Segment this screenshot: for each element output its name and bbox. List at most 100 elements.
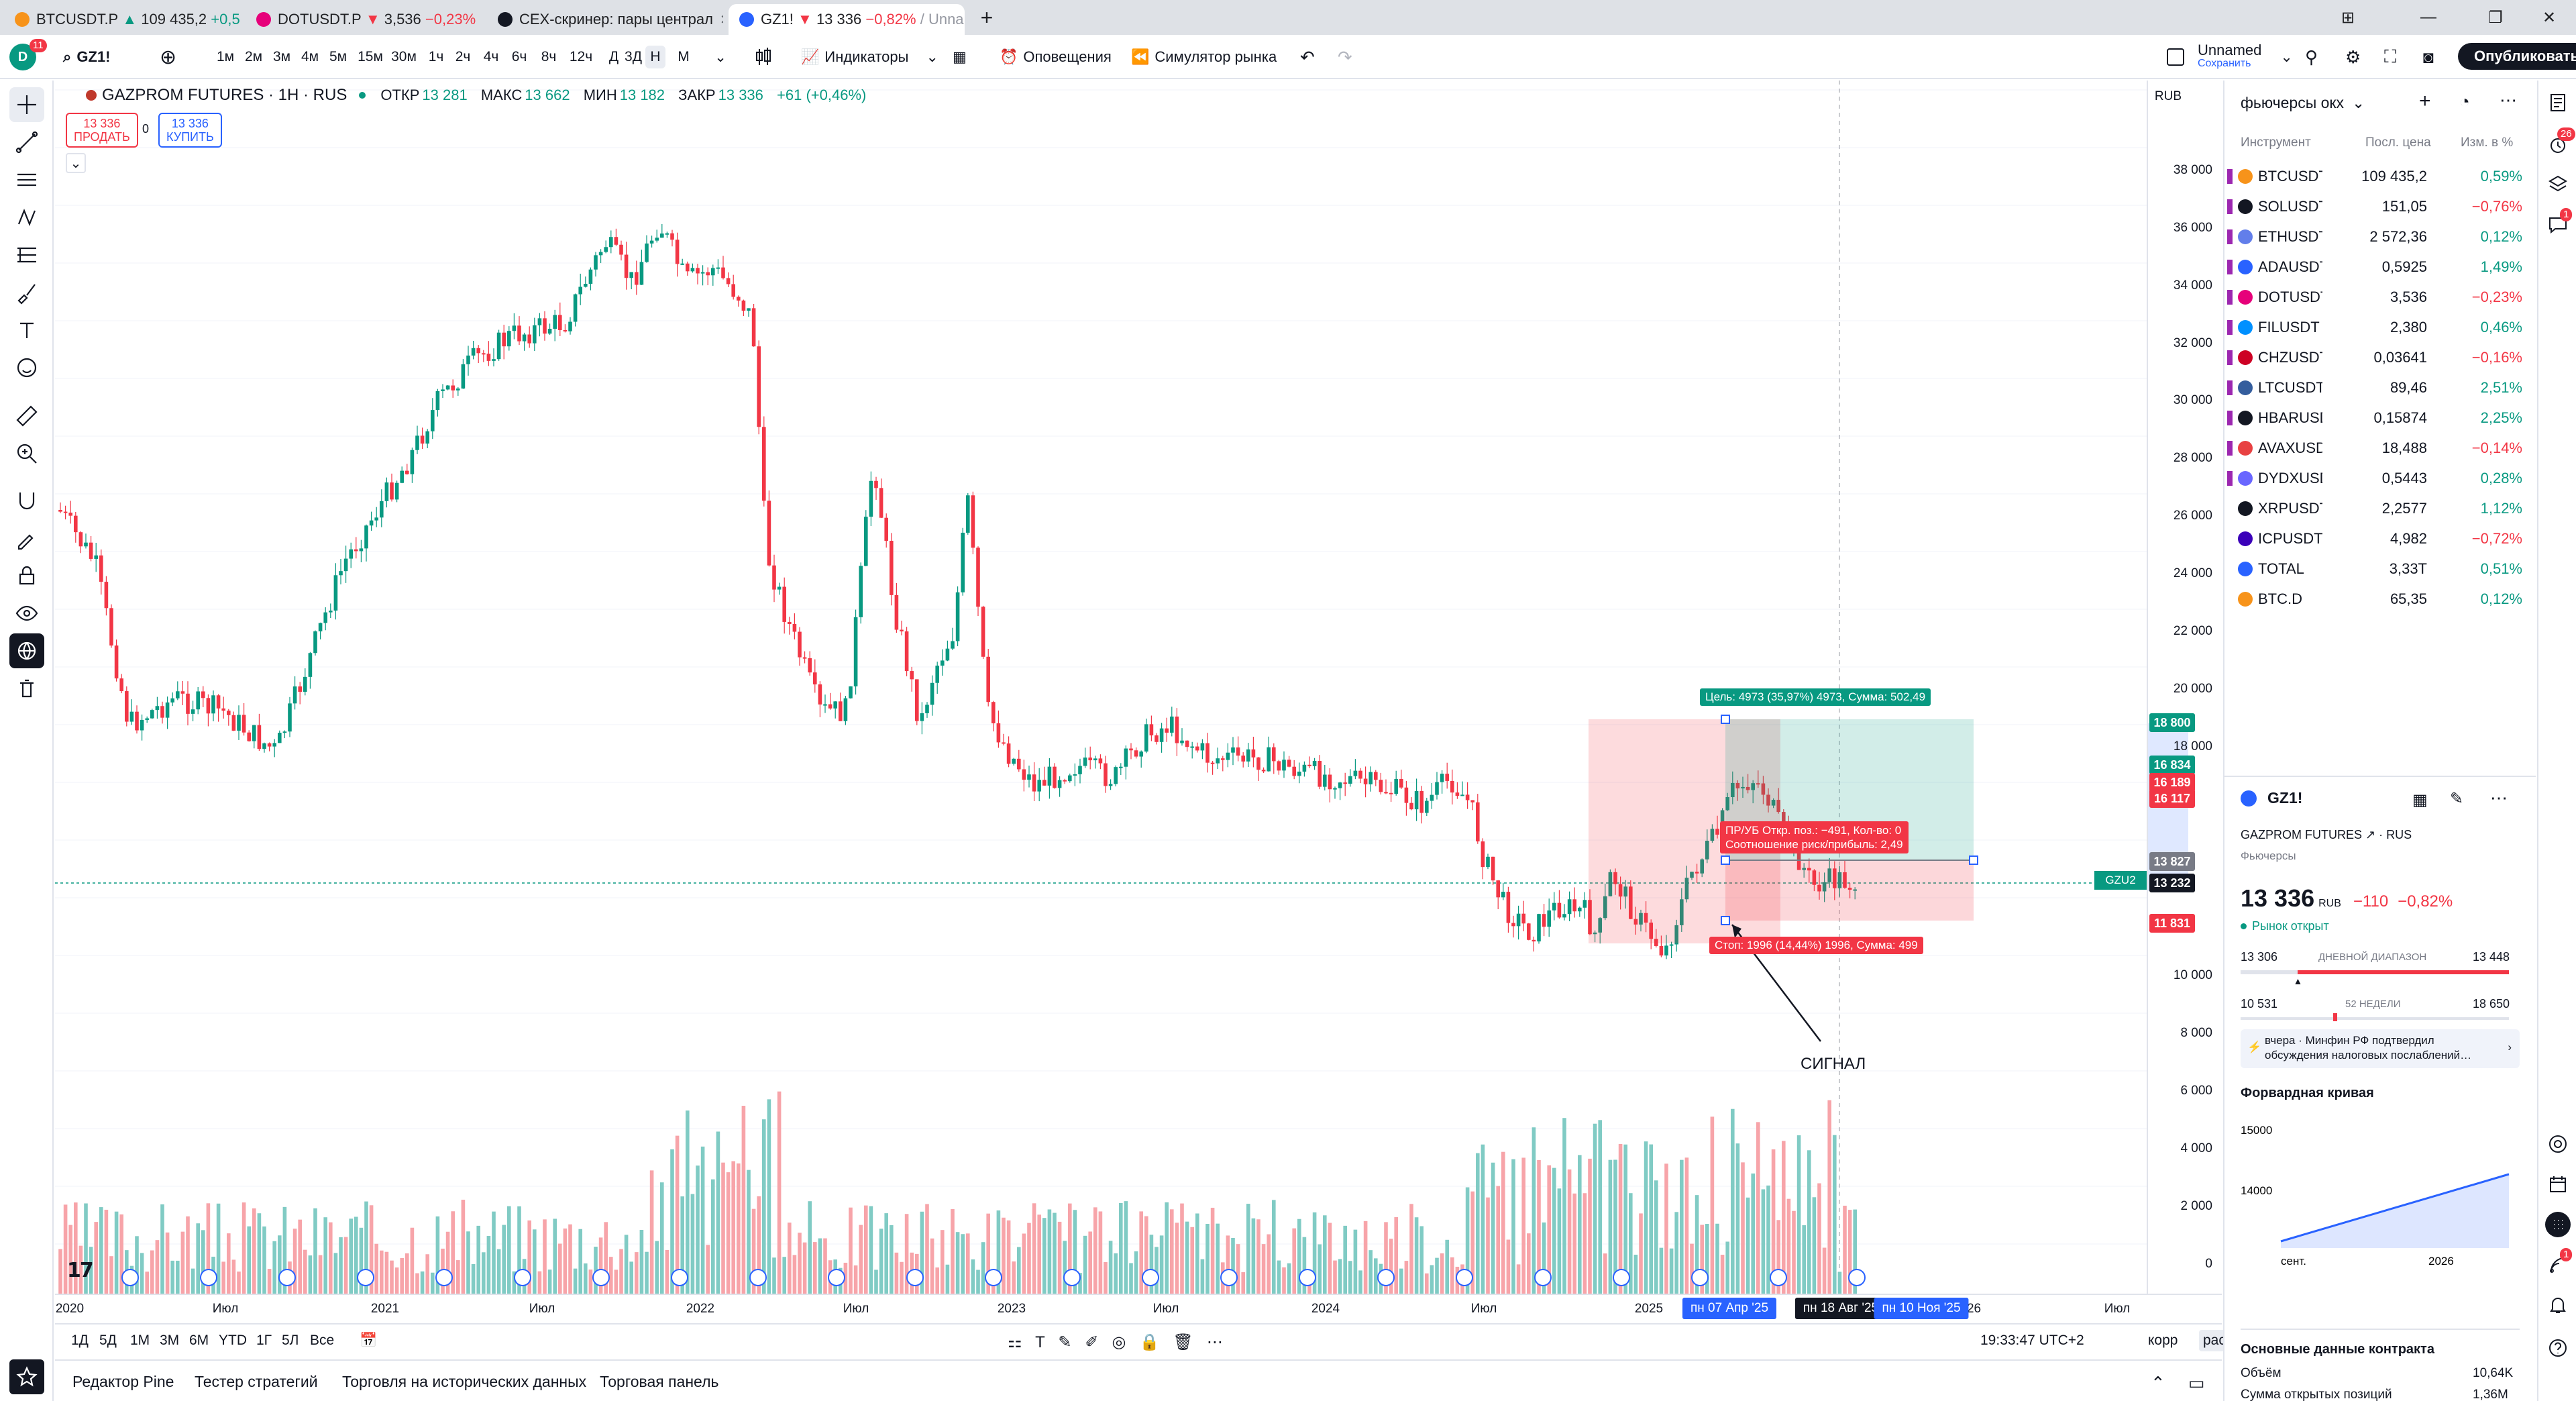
interval-16[interactable]: М xyxy=(678,49,690,64)
watchlist-selector[interactable]: фьючерсы окх ⌄ xyxy=(2241,94,2365,112)
signal-annotation[interactable]: СИГНАЛ xyxy=(1801,1055,1866,1073)
time-axis[interactable]: 2020Июл2021Июл2022Июл2023Июл2024Июл20252… xyxy=(55,1294,2222,1322)
watchlist-row[interactable]: TOTAL 3,33T 0,51% xyxy=(2224,554,2536,584)
interval-14[interactable]: 3Д xyxy=(625,49,642,64)
more-icon[interactable]: ⋯ xyxy=(2500,90,2517,110)
col-change[interactable]: Изм. в % xyxy=(2461,136,2514,150)
lock-icon[interactable] xyxy=(9,558,44,593)
undo-icon[interactable]: ↶ xyxy=(1300,46,1315,67)
close-tab-icon[interactable]: ✕ xyxy=(476,11,482,28)
drag-handle[interactable] xyxy=(1721,916,1730,925)
watchlist-row[interactable]: HBARUSDT 0,15874 2,25% xyxy=(2224,403,2536,433)
interval-7[interactable]: 1ч xyxy=(428,49,444,64)
publish-button[interactable]: Опубликовать xyxy=(2458,43,2576,70)
dividend-marker-icon[interactable] xyxy=(1299,1269,1316,1286)
horizontal-lines-icon[interactable] xyxy=(9,162,44,197)
magnet-icon[interactable] xyxy=(9,483,44,518)
target-icon[interactable] xyxy=(2545,1131,2571,1157)
dividend-marker-icon[interactable] xyxy=(1456,1269,1473,1286)
price-scale[interactable]: RUB 38 000 36 000 34 000 32 000 30 000 28 000… xyxy=(2147,81,2222,1295)
utc-clock[interactable]: 19:33:47 UTC+2 xyxy=(1980,1333,2084,1348)
trash-icon[interactable] xyxy=(9,671,44,706)
quick-search-icon[interactable]: ⚲ xyxy=(2305,46,2318,67)
drag-handle[interactable] xyxy=(1721,855,1730,865)
close-window-icon[interactable]: ✕ xyxy=(2542,8,2557,27)
dividend-marker-icon[interactable] xyxy=(1534,1269,1552,1286)
range-button-7[interactable]: 5Л xyxy=(282,1333,299,1348)
interval-3[interactable]: 4м xyxy=(301,49,319,64)
dividend-marker-icon[interactable] xyxy=(749,1269,767,1286)
ruler-icon[interactable] xyxy=(9,399,44,433)
calendar-range-icon[interactable]: 📅 xyxy=(360,1333,378,1348)
dividend-marker-icon[interactable] xyxy=(828,1269,845,1286)
interval-2[interactable]: 3м xyxy=(272,49,291,64)
col-last[interactable]: Посл. цена xyxy=(2365,136,2431,150)
sell-button[interactable]: 13 336 ПРОДАТЬ xyxy=(66,113,138,148)
dividend-marker-icon[interactable] xyxy=(671,1269,688,1286)
browser-tab-btcusdt[interactable]: BTCUSDT.P ▲ 109 435,2 +0,5% ✕ xyxy=(4,4,240,35)
legend-collapse-button[interactable]: ⌄ xyxy=(66,153,86,173)
range-button-1[interactable]: 5Д xyxy=(99,1333,117,1348)
collapse-panel-icon[interactable]: ⌃ xyxy=(2151,1373,2165,1393)
browser-tab-dotusdt[interactable]: DOTUSDT.P ▼ 3,536 −0,23% ✕ xyxy=(246,4,482,35)
chat-icon[interactable]: 1 xyxy=(2545,208,2573,238)
brush-icon[interactable] xyxy=(9,275,44,310)
emoji-icon[interactable] xyxy=(9,350,44,385)
signal-icon[interactable]: 1 xyxy=(2545,1248,2573,1278)
camera-icon[interactable]: ◙ xyxy=(2423,46,2434,67)
bottom-tab-3[interactable]: Торговая панель xyxy=(600,1373,719,1390)
adjustment-toggle[interactable]: корр xyxy=(2148,1333,2178,1348)
interval-12[interactable]: 12ч xyxy=(569,49,593,64)
chart-type-candles-icon[interactable] xyxy=(753,42,774,72)
watchlist-row[interactable]: ETHUSDT 2 572,36 0,12% xyxy=(2224,221,2536,252)
watchlist-options-icon[interactable]: ◔ xyxy=(2459,91,2470,111)
watchlist-row[interactable]: DYDXUSDT 0,5443 0,28% xyxy=(2224,463,2536,493)
watchlist-row[interactable]: SOLUSDT 151,05 −0,76% xyxy=(2224,191,2536,221)
pattern-icon[interactable] xyxy=(9,200,44,235)
calendar-icon[interactable] xyxy=(2545,1172,2571,1197)
bell-icon[interactable] xyxy=(2545,1292,2571,1318)
drawing-toolbar-float[interactable]: ⚏ T ✎ ✐ ◎ 🔒 🗑 ⋯ xyxy=(1008,1333,1223,1351)
zoom-in-icon[interactable] xyxy=(9,436,44,471)
object-tree-icon[interactable] xyxy=(9,633,44,668)
fullscreen-icon[interactable]: ⛶ xyxy=(2384,46,2397,66)
range-button-5[interactable]: YTD xyxy=(219,1333,247,1348)
dividend-marker-icon[interactable] xyxy=(1377,1269,1395,1286)
dividend-marker-icon[interactable] xyxy=(514,1269,531,1286)
fib-icon[interactable] xyxy=(9,238,44,272)
dividend-marker-icon[interactable] xyxy=(906,1269,924,1286)
browser-tab-gz1[interactable]: GZ1! ▼ 13 336 −0,82% / Unna ✕ xyxy=(729,4,965,35)
dividend-marker-icon[interactable] xyxy=(1220,1269,1238,1286)
watchlist-row[interactable]: ADAUSDT 0,5925 1,49% xyxy=(2224,252,2536,282)
interval-10[interactable]: 6ч xyxy=(511,49,527,64)
dividend-marker-icon[interactable] xyxy=(1770,1269,1787,1286)
symbol-search[interactable]: ⌕ GZ1! xyxy=(63,42,110,72)
layers-icon[interactable] xyxy=(2545,172,2571,197)
watchlist-row[interactable]: XRPUSDT 2,2577 1,12% xyxy=(2224,493,2536,523)
range-button-2[interactable]: 1М xyxy=(130,1333,150,1348)
crosshair-icon[interactable] xyxy=(9,87,44,122)
watchlist-row[interactable]: CHZUSDT 0,03641 −0,16% xyxy=(2224,342,2536,372)
col-symbol[interactable]: Инструмент xyxy=(2241,136,2311,150)
news-card[interactable]: ⚡ вчера · Минфин РФ подтвердил обсуждени… xyxy=(2241,1029,2520,1068)
trendline-icon[interactable] xyxy=(9,125,44,160)
interval-11[interactable]: 8ч xyxy=(541,49,557,64)
layout-menu[interactable]: Unnamed Сохранить ⌄ xyxy=(2167,42,2293,72)
bottom-tab-1[interactable]: Тестер стратегий xyxy=(195,1373,318,1390)
text-icon[interactable] xyxy=(9,313,44,348)
watchlist-icon[interactable] xyxy=(2545,90,2571,115)
dividend-marker-icon[interactable] xyxy=(1848,1269,1866,1286)
bottom-tab-2[interactable]: Торговля на исторических данных xyxy=(342,1373,587,1390)
dividend-marker-icon[interactable] xyxy=(1691,1269,1709,1286)
dividend-marker-icon[interactable] xyxy=(1613,1269,1630,1286)
more-icon[interactable]: ⋯ xyxy=(2490,788,2508,808)
interval-6[interactable]: 30м xyxy=(391,49,417,64)
maximize-icon[interactable]: ❐ xyxy=(2488,8,2503,27)
redo-icon[interactable]: ↷ xyxy=(1338,46,1352,67)
maximize-panel-icon[interactable]: ▭ xyxy=(2188,1373,2205,1393)
dividend-marker-icon[interactable] xyxy=(121,1269,139,1286)
interval-8[interactable]: 2ч xyxy=(455,49,471,64)
interval-9[interactable]: 4ч xyxy=(483,49,499,64)
dividend-marker-icon[interactable] xyxy=(435,1269,453,1286)
watchlist-row[interactable]: LTCUSDT 89,46 2,51% xyxy=(2224,372,2536,403)
